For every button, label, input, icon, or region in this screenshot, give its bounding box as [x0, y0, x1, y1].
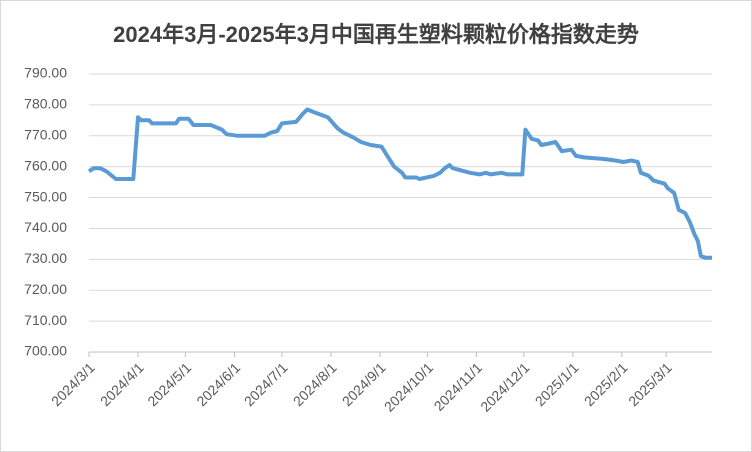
series-line — [87, 107, 712, 260]
y-tick-label: 770.00 — [24, 126, 67, 142]
y-tick-label: 710.00 — [24, 312, 67, 328]
y-tick-label: 700.00 — [24, 343, 67, 359]
y-tick-label: 750.00 — [24, 188, 67, 204]
chart-title: 2024年3月-2025年3月中国再生塑料颗粒价格指数走势 — [113, 22, 639, 47]
y-tick-label: 780.00 — [24, 96, 67, 112]
y-tick-label: 720.00 — [24, 281, 67, 297]
y-tick-label: 730.00 — [24, 250, 67, 266]
y-tick-label: 740.00 — [24, 219, 67, 235]
y-tick-label: 760.00 — [24, 157, 67, 173]
y-tick-label: 790.00 — [24, 65, 67, 81]
